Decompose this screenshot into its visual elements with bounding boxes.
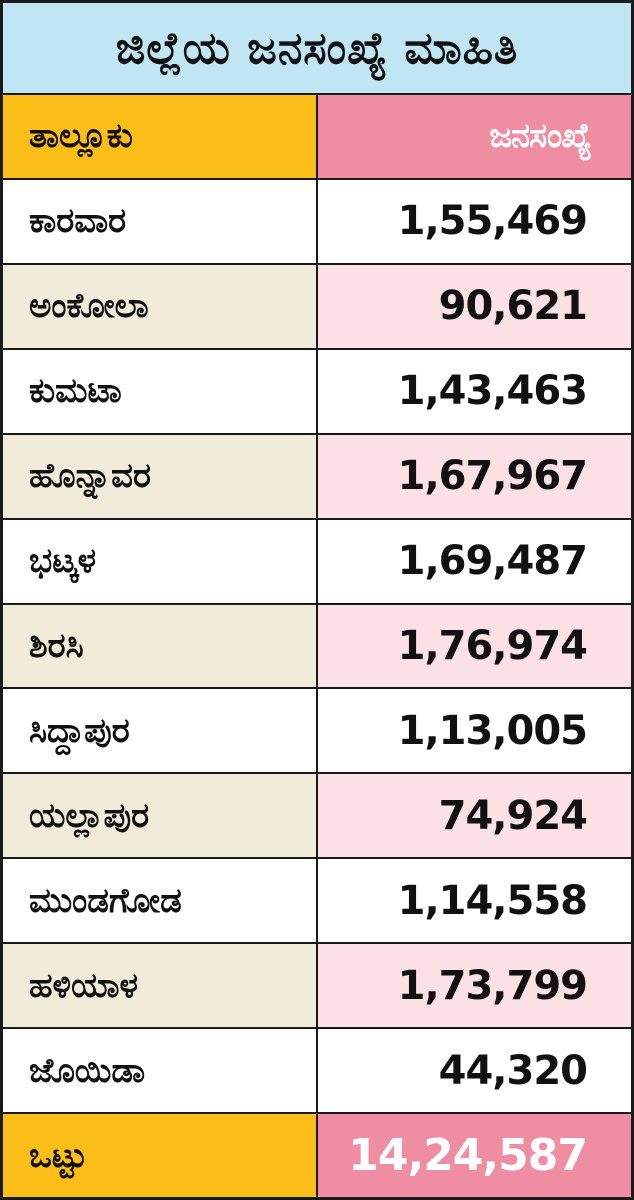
taluk-population: 1,69,487 (318, 519, 631, 603)
taluk-population: 1,67,967 (318, 434, 631, 518)
taluk-population: 1,73,799 (318, 944, 631, 1028)
taluk-name: ಕುಮಟಾ (3, 349, 318, 433)
taluk-population: 1,13,005 (318, 689, 631, 773)
header-population: ಜನಸಂಖ್ಯೆ (318, 95, 631, 178)
taluk-name: ಶಿರಸಿ (3, 604, 318, 688)
taluk-name: ಅಂಕೋಲಾ (3, 264, 318, 348)
total-population: 14,24,587 (318, 1114, 631, 1197)
taluk-population: 90,621 (318, 264, 631, 348)
header-taluk: ತಾಲ್ಲೂಕು (3, 95, 318, 178)
taluk-name: ಯಲ್ಲಾಪುರ (3, 774, 318, 858)
taluk-population: 44,320 (318, 1029, 631, 1113)
total-label: ಒಟ್ಟು (3, 1114, 318, 1197)
taluk-population: 1,14,558 (318, 859, 631, 943)
taluk-population: 1,55,469 (318, 179, 631, 263)
taluk-name: ಮುಂಡಗೋಡ (3, 859, 318, 943)
taluk-name: ಸಿದ್ದಾಪುರ (3, 689, 318, 773)
taluk-name: ಹೊನ್ನಾವರ (3, 434, 318, 518)
taluk-population: 74,924 (318, 774, 631, 858)
table-title: ಜಿಲ್ಲೆಯ ಜನಸಂಖ್ಯೆ ಮಾಹಿತಿ (3, 3, 631, 93)
taluk-population: 1,76,974 (318, 604, 631, 688)
taluk-name: ಕಾರವಾರ (3, 179, 318, 263)
taluk-population: 1,43,463 (318, 349, 631, 433)
taluk-name: ಭಟ್ಕಳ (3, 519, 318, 603)
taluk-name: ಜೊಯಿಡಾ (3, 1029, 318, 1113)
taluk-name: ಹಳಿಯಾಳ (3, 944, 318, 1028)
